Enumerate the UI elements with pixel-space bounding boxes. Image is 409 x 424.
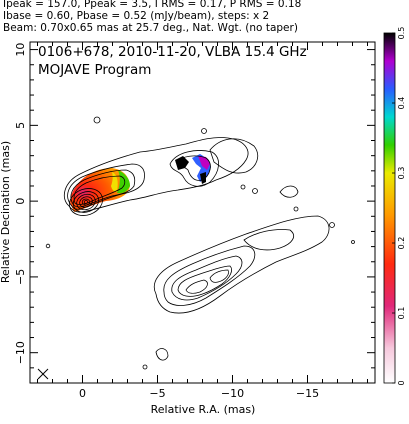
header-line-2: Ibase = 0.60, Pbase = 0.52 (mJy/beam), s… <box>3 10 269 22</box>
contour-lower-outer <box>153 215 330 314</box>
contour-jet-outer <box>63 137 249 213</box>
contour-core-1 <box>69 188 103 216</box>
polarization-color-knot-4 <box>200 172 206 184</box>
colorbar <box>383 32 396 384</box>
header-line-1: Ipeak = 157.0, Ppeak = 3.5, I RMS = 0.17… <box>3 0 301 10</box>
plot-subtitle: MOJAVE Program <box>38 62 151 78</box>
contour-lower-3 <box>171 255 243 301</box>
colorbar-ticks: 0 0.1 0.2 0.3 0.4 0.5 <box>392 27 406 386</box>
contour-lower-hatch-1 <box>185 279 208 294</box>
contour-noise <box>155 348 169 361</box>
contour-lower-extension <box>243 229 294 251</box>
colorbar-tick-label: 0.4 <box>397 97 406 110</box>
colorbar-tick-label: 0.5 <box>397 27 406 40</box>
header-line-3: Beam: 0.70x0.65 mas at 25.7 deg., Nat. W… <box>3 22 298 34</box>
y-tick-label: −5 <box>14 269 27 285</box>
colorbar-tick-label: 0.2 <box>397 237 406 250</box>
contour-core-2 <box>72 191 100 213</box>
colorbar-tick-label: 0.1 <box>397 307 406 320</box>
contour-noise <box>329 222 335 228</box>
contour-core-5 <box>81 198 91 206</box>
contour-lower-2 <box>163 245 256 306</box>
x-tick-label: −10 <box>221 387 244 400</box>
axis-ticks: 0 −5 −10 −15 10 5 0 −5 −10 <box>14 42 375 400</box>
contour-lower-hatch-2 <box>209 269 229 283</box>
y-tick-label: 0 <box>14 198 27 205</box>
contour-noise <box>201 128 207 134</box>
contour-noise <box>252 188 258 194</box>
polarization-color-knot-3 <box>198 156 210 170</box>
contour-lower-4 <box>177 265 232 297</box>
contour-core-6 <box>83 200 89 204</box>
x-axis-label: Relative R.A. (mas) <box>151 403 256 416</box>
plot-area <box>37 116 355 380</box>
contour-knot <box>169 150 219 187</box>
x-tick-label: −5 <box>149 387 165 400</box>
y-tick-label: 10 <box>14 43 27 57</box>
contour-noise <box>240 184 246 190</box>
contour-core-3 <box>76 193 96 211</box>
contour-noise <box>142 364 148 370</box>
contour-upper-extension <box>209 138 259 174</box>
y-axis-label: Relative Decination (mas) <box>0 141 12 283</box>
contour-knot-2 <box>175 155 211 181</box>
contour-noise <box>293 206 299 212</box>
contour-noise <box>279 185 299 198</box>
colorbar-tick-label: 0.3 <box>397 167 406 180</box>
plot-frame <box>29 41 376 384</box>
y-tick-label: 5 <box>14 122 27 129</box>
beam-marker <box>37 368 49 380</box>
contour-noise <box>45 243 51 249</box>
polarization-color-yellow <box>111 172 118 192</box>
plot-title: 0106+678, 2010-11-20, VLBA 15.4 GHz <box>38 44 307 60</box>
x-tick-label: 0 <box>79 387 86 400</box>
contour-core-4 <box>79 196 93 208</box>
x-tick-label: −15 <box>296 387 319 400</box>
contour-noise <box>351 240 355 244</box>
y-tick-label: −10 <box>14 341 27 364</box>
colorbar-tick-label: 0 <box>397 380 406 385</box>
contour-noise <box>93 116 101 124</box>
contour-jet-3 <box>70 169 136 208</box>
